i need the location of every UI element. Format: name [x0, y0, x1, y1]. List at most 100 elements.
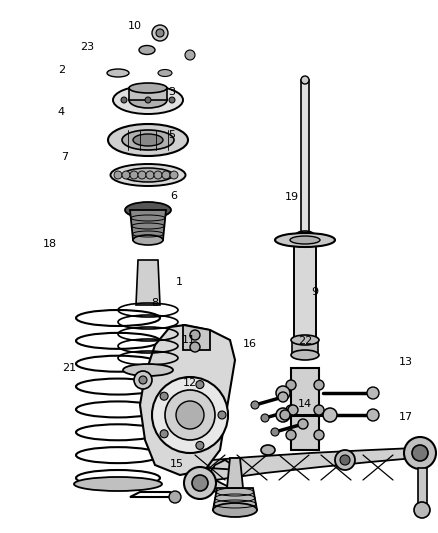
- Polygon shape: [160, 448, 415, 493]
- Circle shape: [335, 450, 355, 470]
- Circle shape: [298, 419, 308, 429]
- Text: 7: 7: [61, 152, 68, 162]
- Text: 23: 23: [80, 42, 94, 52]
- Circle shape: [185, 50, 195, 60]
- Circle shape: [165, 390, 215, 440]
- Circle shape: [160, 392, 168, 400]
- Text: 5: 5: [169, 130, 176, 140]
- Circle shape: [276, 386, 290, 400]
- Circle shape: [122, 171, 130, 179]
- Ellipse shape: [110, 164, 186, 186]
- Circle shape: [114, 171, 122, 179]
- Ellipse shape: [275, 233, 335, 247]
- Ellipse shape: [291, 335, 319, 345]
- Ellipse shape: [158, 69, 172, 77]
- Ellipse shape: [139, 45, 155, 54]
- Circle shape: [196, 441, 204, 449]
- Circle shape: [170, 171, 178, 179]
- Circle shape: [412, 445, 428, 461]
- Ellipse shape: [125, 202, 171, 218]
- Text: 14: 14: [298, 399, 312, 409]
- Polygon shape: [129, 88, 167, 100]
- Text: 11: 11: [182, 335, 196, 345]
- Circle shape: [314, 430, 324, 440]
- Circle shape: [184, 467, 216, 499]
- Ellipse shape: [107, 69, 129, 77]
- Circle shape: [301, 76, 309, 84]
- Ellipse shape: [133, 134, 163, 146]
- Circle shape: [218, 411, 226, 419]
- Circle shape: [323, 408, 337, 422]
- Circle shape: [414, 502, 430, 518]
- Circle shape: [404, 437, 436, 469]
- Circle shape: [278, 392, 288, 402]
- Text: 16: 16: [243, 339, 257, 349]
- Circle shape: [286, 380, 296, 390]
- Circle shape: [271, 428, 279, 436]
- Polygon shape: [130, 210, 166, 240]
- Circle shape: [138, 171, 146, 179]
- Circle shape: [261, 414, 269, 422]
- Text: 13: 13: [399, 358, 413, 367]
- Text: 6: 6: [170, 191, 177, 201]
- Circle shape: [145, 97, 151, 103]
- Text: 12: 12: [183, 378, 197, 387]
- Circle shape: [190, 342, 200, 352]
- Ellipse shape: [129, 92, 167, 108]
- Ellipse shape: [74, 477, 162, 491]
- Polygon shape: [136, 260, 160, 305]
- Ellipse shape: [213, 503, 257, 517]
- Circle shape: [340, 455, 350, 465]
- Text: 15: 15: [170, 459, 184, 469]
- Circle shape: [251, 401, 259, 409]
- Circle shape: [288, 405, 298, 415]
- Polygon shape: [140, 325, 235, 475]
- Ellipse shape: [123, 168, 173, 182]
- Text: 3: 3: [169, 87, 176, 96]
- Circle shape: [280, 410, 290, 420]
- Bar: [294, 240, 316, 340]
- Text: 2: 2: [58, 66, 65, 75]
- Text: 4: 4: [58, 107, 65, 117]
- Circle shape: [367, 387, 379, 399]
- Bar: [301, 80, 309, 235]
- Polygon shape: [227, 458, 243, 488]
- Ellipse shape: [123, 364, 173, 376]
- Circle shape: [367, 409, 379, 421]
- Circle shape: [190, 330, 200, 340]
- Text: 22: 22: [298, 336, 312, 346]
- Circle shape: [146, 171, 154, 179]
- Polygon shape: [213, 488, 257, 510]
- Circle shape: [169, 491, 181, 503]
- Text: 21: 21: [63, 363, 77, 373]
- Circle shape: [162, 171, 170, 179]
- Ellipse shape: [296, 231, 314, 239]
- Ellipse shape: [290, 236, 320, 244]
- Circle shape: [286, 405, 296, 415]
- Ellipse shape: [261, 445, 275, 455]
- Ellipse shape: [108, 124, 188, 156]
- Ellipse shape: [113, 86, 183, 114]
- Circle shape: [196, 381, 204, 389]
- Circle shape: [276, 408, 290, 422]
- Circle shape: [169, 97, 175, 103]
- Ellipse shape: [129, 83, 167, 93]
- Text: 18: 18: [43, 239, 57, 249]
- Circle shape: [152, 25, 168, 41]
- Text: 8: 8: [151, 298, 158, 308]
- Circle shape: [314, 405, 324, 415]
- Circle shape: [314, 380, 324, 390]
- Text: 17: 17: [399, 412, 413, 422]
- Circle shape: [176, 401, 204, 429]
- Text: 19: 19: [285, 192, 299, 202]
- Bar: [418, 468, 427, 508]
- Bar: [292, 340, 318, 355]
- Ellipse shape: [122, 130, 174, 150]
- Circle shape: [121, 97, 127, 103]
- Circle shape: [152, 377, 228, 453]
- Circle shape: [154, 171, 162, 179]
- Circle shape: [156, 29, 164, 37]
- Circle shape: [130, 171, 138, 179]
- Text: 10: 10: [128, 21, 142, 30]
- Text: 1: 1: [176, 278, 183, 287]
